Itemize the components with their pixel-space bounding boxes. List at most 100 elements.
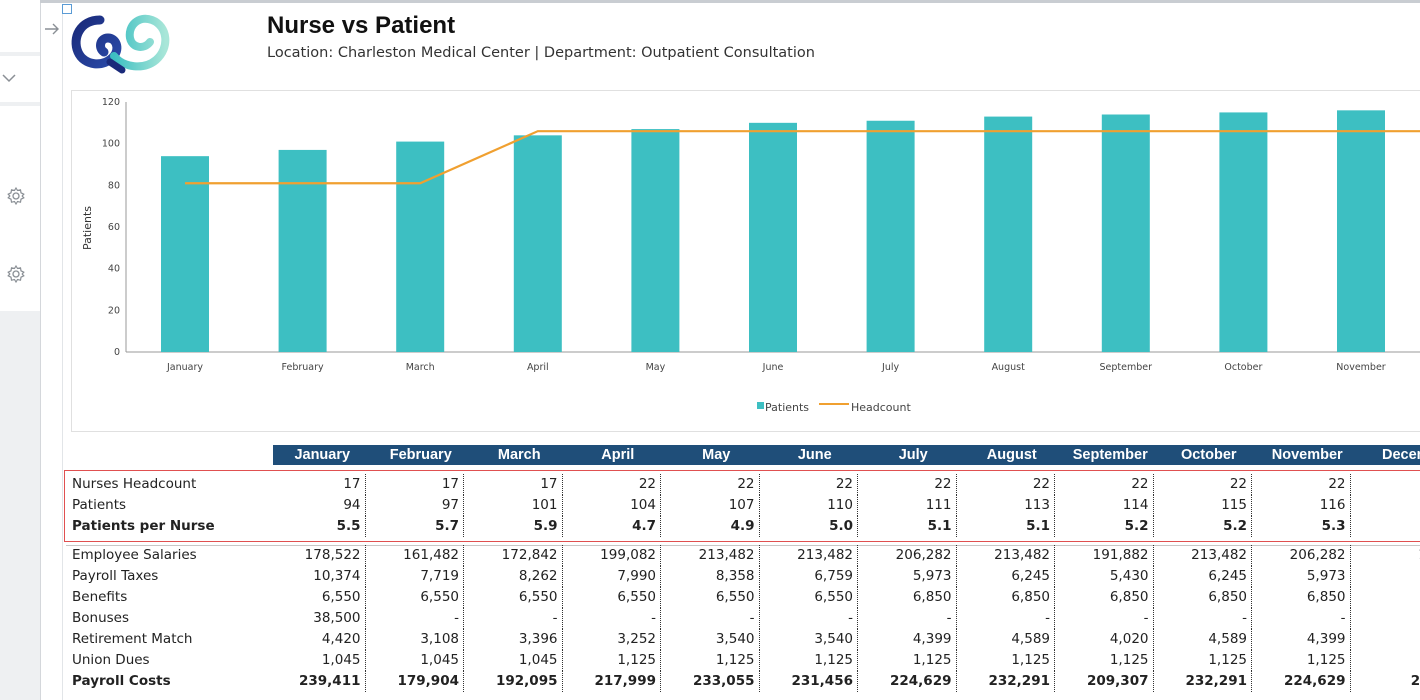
table-cell[interactable]: 4.7	[563, 516, 661, 537]
table-cell[interactable]: 4,420	[267, 629, 366, 650]
table-cell[interactable]: 7,990	[563, 566, 661, 587]
table-cell[interactable]: 239,411	[267, 671, 366, 692]
table-cell[interactable]: 5,430	[1055, 566, 1154, 587]
table-cell[interactable]: 5.2	[1055, 516, 1154, 537]
table-cell[interactable]: 199	[1351, 545, 1420, 566]
table-cell[interactable]: 4,399	[858, 629, 957, 650]
table-cell[interactable]: 1,045	[464, 650, 563, 671]
table-cell[interactable]: 1,125	[1252, 650, 1351, 671]
table-cell[interactable]: 213,482	[1154, 545, 1252, 566]
table-cell[interactable]: 116	[1252, 495, 1351, 516]
table-cell[interactable]: 4	[1351, 629, 1420, 650]
table-cell[interactable]: 1,125	[563, 650, 661, 671]
gear-icon[interactable]	[6, 264, 26, 284]
chevron-down-icon[interactable]	[0, 72, 18, 84]
table-cell[interactable]: 22	[858, 474, 957, 495]
table-cell[interactable]: 6,550	[267, 587, 366, 608]
table-cell[interactable]: 3,540	[760, 629, 858, 650]
table-cell[interactable]: 22	[1154, 474, 1252, 495]
table-cell[interactable]: 5.7	[366, 516, 464, 537]
table-cell[interactable]: 1,045	[366, 650, 464, 671]
table-cell[interactable]: 178,522	[267, 545, 366, 566]
table-cell[interactable]: 5.5	[267, 516, 366, 537]
table-cell[interactable]: 22	[661, 474, 760, 495]
table-cell[interactable]: 224,629	[1252, 671, 1351, 692]
table-cell[interactable]: 101	[464, 495, 563, 516]
table-cell[interactable]: 232,291	[957, 671, 1055, 692]
table-cell[interactable]: 3,540	[661, 629, 760, 650]
table-cell[interactable]: 232,291	[1154, 671, 1252, 692]
table-cell[interactable]: 7,719	[366, 566, 464, 587]
table-cell[interactable]: 161,482	[366, 545, 464, 566]
table-cell[interactable]: 1,125	[760, 650, 858, 671]
table-cell[interactable]: 5.1	[957, 516, 1055, 537]
table-cell[interactable]: 213,482	[760, 545, 858, 566]
table-cell[interactable]: 4,399	[1252, 629, 1351, 650]
table-cell[interactable]: 6,850	[957, 587, 1055, 608]
table-cell[interactable]: 6,850	[858, 587, 957, 608]
table-cell[interactable]: 38,500	[267, 608, 366, 629]
table-cell[interactable]: 111	[858, 495, 957, 516]
table-cell[interactable]: 110	[760, 495, 858, 516]
table-cell[interactable]: 1,125	[957, 650, 1055, 671]
table-cell[interactable]: 216,	[1351, 671, 1420, 692]
table-cell[interactable]: 6,850	[1055, 587, 1154, 608]
table-cell[interactable]: 8,262	[464, 566, 563, 587]
table-cell[interactable]: 115	[1154, 495, 1252, 516]
table-cell[interactable]: 22	[1055, 474, 1154, 495]
table-cell[interactable]: 233,055	[661, 671, 760, 692]
table-cell[interactable]: 6,550	[760, 587, 858, 608]
table-cell[interactable]: 1,125	[858, 650, 957, 671]
table-cell[interactable]: 97	[366, 495, 464, 516]
table-cell[interactable]: 1	[1351, 650, 1420, 671]
table-cell[interactable]: 206,282	[1252, 545, 1351, 566]
table-cell[interactable]: 6,850	[1154, 587, 1252, 608]
selection-handle[interactable]	[62, 4, 72, 14]
table-cell[interactable]: 6,550	[661, 587, 760, 608]
table-cell[interactable]: 3,108	[366, 629, 464, 650]
table-cell[interactable]: 8,358	[661, 566, 760, 587]
table-cell[interactable]	[1351, 608, 1420, 629]
table-cell[interactable]: 4,589	[957, 629, 1055, 650]
table-cell[interactable]: 3,396	[464, 629, 563, 650]
table-cell[interactable]: 209,307	[1055, 671, 1154, 692]
table-cell[interactable]: 192,095	[464, 671, 563, 692]
table-cell[interactable]: 217,999	[563, 671, 661, 692]
table-cell[interactable]: 206,282	[858, 545, 957, 566]
table-cell[interactable]: 6,550	[563, 587, 661, 608]
arrow-right-icon[interactable]	[43, 20, 61, 38]
table-cell[interactable]: 6,550	[464, 587, 563, 608]
table-cell[interactable]: -	[661, 608, 760, 629]
table-cell[interactable]: 22	[760, 474, 858, 495]
table-cell[interactable]: 4,020	[1055, 629, 1154, 650]
table-cell[interactable]: 17	[366, 474, 464, 495]
table-cell[interactable]: 213,482	[957, 545, 1055, 566]
table-cell[interactable]: 6	[1351, 587, 1420, 608]
table-cell[interactable]: 5	[1351, 566, 1420, 587]
table-cell[interactable]: 22	[1252, 474, 1351, 495]
toolbar-panel-chevron[interactable]	[0, 56, 40, 102]
table-cell[interactable]: -	[858, 608, 957, 629]
table-cell[interactable]	[1351, 516, 1420, 537]
table-cell[interactable]: 3,252	[563, 629, 661, 650]
table-cell[interactable]: 22	[957, 474, 1055, 495]
table-cell[interactable]: 5,973	[858, 566, 957, 587]
table-cell[interactable]: 5.2	[1154, 516, 1252, 537]
table-cell[interactable]: 104	[563, 495, 661, 516]
table-cell[interactable]: 5.3	[1252, 516, 1351, 537]
table-cell[interactable]: 1,125	[1055, 650, 1154, 671]
table-cell[interactable]: -	[366, 608, 464, 629]
table-cell[interactable]: 179,904	[366, 671, 464, 692]
table-cell[interactable]: 94	[267, 495, 366, 516]
table-cell[interactable]: 5.1	[858, 516, 957, 537]
table-cell[interactable]: 1,045	[267, 650, 366, 671]
table-cell[interactable]: -	[1154, 608, 1252, 629]
table-cell[interactable]: 231,456	[760, 671, 858, 692]
table-cell[interactable]: 6,245	[957, 566, 1055, 587]
table-cell[interactable]: 224,629	[858, 671, 957, 692]
table-cell[interactable]: 172,842	[464, 545, 563, 566]
table-cell[interactable]: 17	[464, 474, 563, 495]
table-cell[interactable]: 1,125	[1154, 650, 1252, 671]
table-cell[interactable]: 4.9	[661, 516, 760, 537]
table-cell[interactable]: 6,245	[1154, 566, 1252, 587]
